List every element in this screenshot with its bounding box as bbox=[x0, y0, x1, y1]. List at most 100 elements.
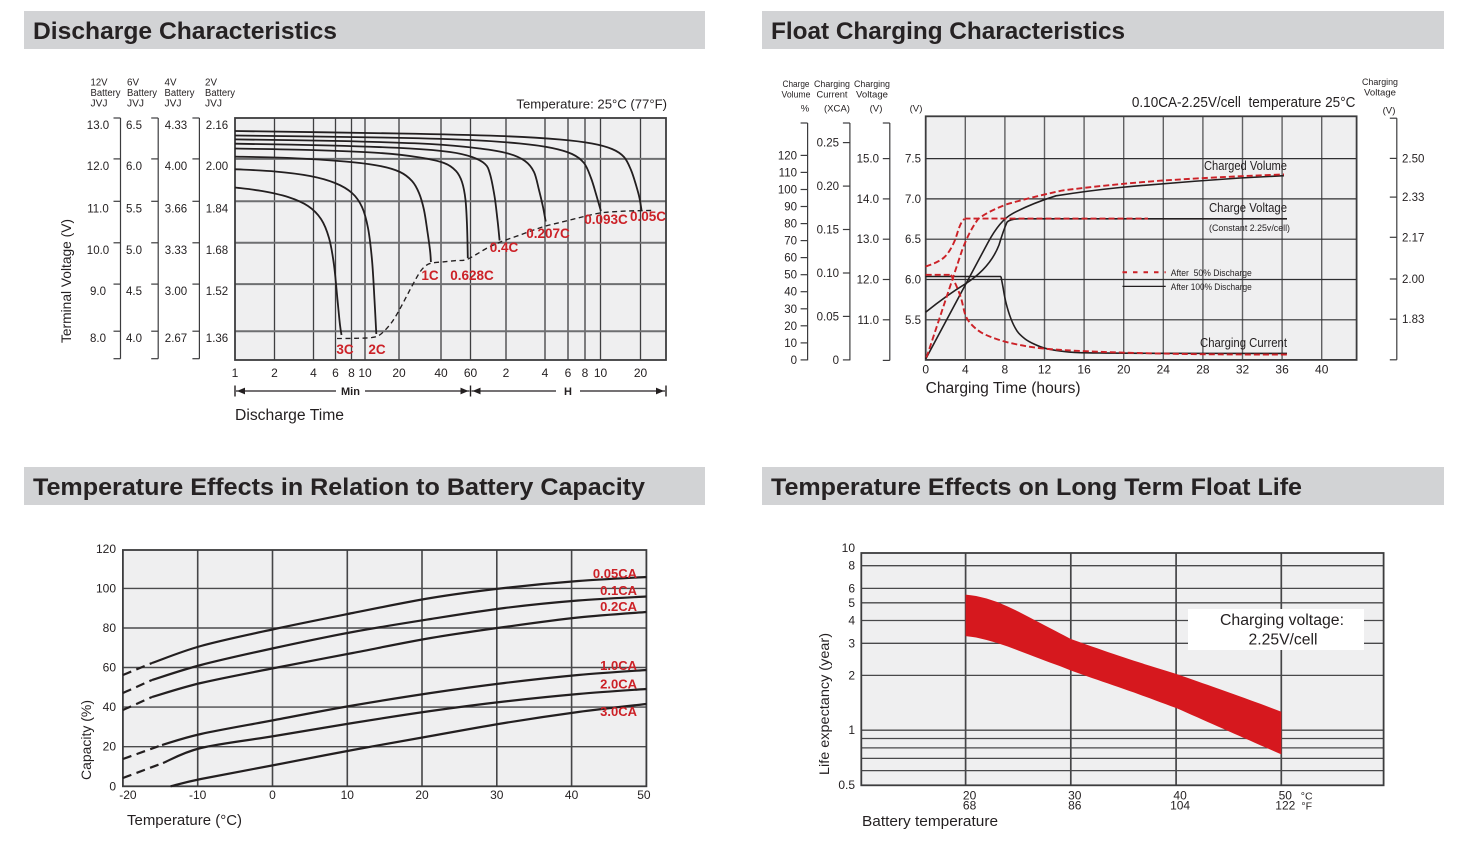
svg-text:9.0: 9.0 bbox=[90, 286, 106, 298]
svg-text:4.0: 4.0 bbox=[126, 333, 142, 345]
svg-text:Temperature Effects in Relatio: Temperature Effects in Relation to Batte… bbox=[33, 474, 646, 501]
svg-text:Battery temperature: Battery temperature bbox=[862, 813, 998, 830]
svg-text:50: 50 bbox=[1279, 789, 1293, 803]
svg-text:20: 20 bbox=[963, 789, 977, 803]
svg-text:Float Charging Characteristics: Float Charging Characteristics bbox=[771, 18, 1125, 45]
svg-text:(Constant 2.25v/cell): (Constant 2.25v/cell) bbox=[1209, 223, 1290, 233]
svg-text:40: 40 bbox=[1173, 789, 1187, 803]
svg-text:100: 100 bbox=[96, 581, 116, 595]
svg-text:6.5: 6.5 bbox=[126, 120, 142, 132]
svg-text:1.84: 1.84 bbox=[206, 203, 229, 215]
svg-text:0.5: 0.5 bbox=[838, 778, 855, 792]
svg-text:20: 20 bbox=[784, 321, 797, 333]
svg-text:10: 10 bbox=[842, 541, 856, 555]
svg-text:30: 30 bbox=[1068, 789, 1082, 803]
svg-text:1.68: 1.68 bbox=[206, 245, 228, 257]
svg-text:1.52: 1.52 bbox=[206, 286, 228, 298]
svg-text:Battery: Battery bbox=[205, 88, 235, 99]
svg-text:5.5: 5.5 bbox=[905, 315, 921, 327]
svg-text:6: 6 bbox=[332, 366, 339, 380]
svg-text:Temperature Effects on Long Te: Temperature Effects on Long Term Float L… bbox=[771, 474, 1302, 501]
svg-text:0.1CA: 0.1CA bbox=[600, 583, 637, 598]
svg-text:H: H bbox=[564, 386, 572, 398]
svg-text:3.66: 3.66 bbox=[165, 203, 187, 215]
svg-text:8: 8 bbox=[848, 559, 855, 573]
svg-text:°C: °C bbox=[1301, 791, 1313, 803]
svg-text:0.628C: 0.628C bbox=[450, 268, 494, 283]
svg-text:7.5: 7.5 bbox=[905, 154, 921, 166]
svg-text:40: 40 bbox=[103, 700, 117, 714]
svg-text:13.0: 13.0 bbox=[87, 120, 109, 132]
svg-text:1C: 1C bbox=[421, 268, 439, 283]
svg-text:2.50: 2.50 bbox=[1402, 153, 1424, 165]
svg-text:0.10: 0.10 bbox=[817, 268, 839, 280]
svg-text:Min: Min bbox=[341, 386, 360, 398]
svg-text:28: 28 bbox=[1196, 362, 1210, 376]
svg-text:40: 40 bbox=[434, 366, 448, 380]
svg-text:6.5: 6.5 bbox=[905, 234, 921, 246]
svg-text:4.00: 4.00 bbox=[165, 161, 187, 173]
svg-text:Charge Voltage: Charge Voltage bbox=[1209, 201, 1287, 215]
svg-text:0: 0 bbox=[922, 362, 929, 376]
svg-text:120: 120 bbox=[96, 542, 116, 556]
svg-text:36: 36 bbox=[1275, 362, 1289, 376]
svg-text:2.17: 2.17 bbox=[1402, 232, 1424, 244]
svg-text:4: 4 bbox=[542, 366, 549, 380]
svg-text:60: 60 bbox=[103, 661, 117, 675]
svg-text:86: 86 bbox=[1068, 799, 1082, 813]
svg-text:3: 3 bbox=[848, 636, 855, 650]
svg-text:20: 20 bbox=[103, 740, 117, 754]
svg-text:4: 4 bbox=[848, 614, 855, 628]
svg-text:0.15: 0.15 bbox=[817, 225, 839, 237]
svg-text:2.0CA: 2.0CA bbox=[600, 677, 637, 692]
svg-text:104: 104 bbox=[1170, 799, 1190, 813]
svg-text:12.0: 12.0 bbox=[87, 161, 109, 173]
svg-text:Battery: Battery bbox=[165, 88, 195, 99]
svg-text:Current: Current bbox=[817, 90, 848, 101]
svg-text:Temperature (°C): Temperature (°C) bbox=[127, 812, 242, 829]
svg-text:2: 2 bbox=[271, 366, 278, 380]
svg-text:110: 110 bbox=[779, 167, 797, 179]
svg-text:Terminal Voltage (V): Terminal Voltage (V) bbox=[58, 219, 74, 343]
svg-text:10: 10 bbox=[358, 366, 372, 380]
svg-text:30: 30 bbox=[784, 304, 797, 316]
svg-text:10: 10 bbox=[594, 366, 608, 380]
svg-text:40: 40 bbox=[784, 287, 797, 299]
svg-text:(XCA): (XCA) bbox=[824, 104, 850, 115]
svg-text:1: 1 bbox=[232, 366, 239, 380]
svg-text:80: 80 bbox=[784, 219, 797, 231]
svg-text:Charged Volume: Charged Volume bbox=[1204, 159, 1287, 173]
svg-text:Charging voltage:: Charging voltage: bbox=[1220, 612, 1344, 629]
svg-text:12.0: 12.0 bbox=[857, 275, 879, 287]
svg-text:°F: °F bbox=[1301, 801, 1312, 813]
svg-text:3C: 3C bbox=[336, 342, 354, 357]
svg-text:6.0: 6.0 bbox=[126, 161, 142, 173]
svg-text:0: 0 bbox=[791, 355, 797, 367]
svg-text:90: 90 bbox=[784, 202, 797, 214]
svg-text:Voltage: Voltage bbox=[856, 90, 888, 101]
svg-text:8: 8 bbox=[348, 366, 355, 380]
svg-text:5.5: 5.5 bbox=[126, 203, 142, 215]
svg-text:Battery: Battery bbox=[91, 88, 121, 99]
svg-text:0.093C: 0.093C bbox=[584, 212, 628, 227]
svg-text:122: 122 bbox=[1275, 799, 1295, 813]
svg-text:0.05CA: 0.05CA bbox=[593, 566, 638, 581]
svg-text:0.25: 0.25 bbox=[817, 138, 839, 150]
svg-text:0.05: 0.05 bbox=[817, 311, 839, 323]
svg-text:Voltage: Voltage bbox=[1364, 88, 1396, 99]
svg-text:1.36: 1.36 bbox=[206, 333, 228, 345]
svg-text:2: 2 bbox=[848, 668, 855, 682]
svg-text:2V: 2V bbox=[205, 78, 217, 89]
svg-text:2.25V/cell: 2.25V/cell bbox=[1249, 632, 1318, 649]
svg-text:50: 50 bbox=[784, 270, 797, 282]
svg-text:Discharge Time: Discharge Time bbox=[235, 407, 344, 424]
svg-text:2: 2 bbox=[503, 366, 510, 380]
svg-text:0.05C: 0.05C bbox=[630, 209, 666, 224]
svg-text:JVJ: JVJ bbox=[165, 99, 182, 110]
svg-text:3.00: 3.00 bbox=[165, 286, 187, 298]
svg-text:80: 80 bbox=[103, 621, 117, 635]
svg-text:1: 1 bbox=[848, 723, 855, 737]
svg-text:20: 20 bbox=[634, 366, 648, 380]
svg-text:2.16: 2.16 bbox=[206, 120, 228, 132]
svg-text:8: 8 bbox=[1002, 362, 1009, 376]
